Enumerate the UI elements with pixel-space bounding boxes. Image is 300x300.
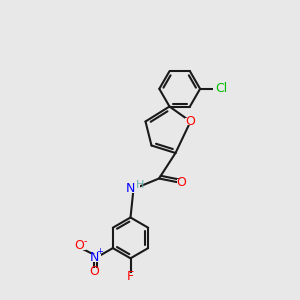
Text: N: N xyxy=(126,182,135,196)
Text: +: + xyxy=(96,247,103,256)
Text: H: H xyxy=(136,179,144,190)
FancyBboxPatch shape xyxy=(85,254,101,262)
Text: -: - xyxy=(84,236,87,246)
FancyBboxPatch shape xyxy=(185,118,196,125)
FancyBboxPatch shape xyxy=(213,85,230,93)
Text: N: N xyxy=(90,251,99,264)
Text: O: O xyxy=(186,115,195,128)
FancyBboxPatch shape xyxy=(127,185,140,193)
Text: O: O xyxy=(74,239,84,252)
Text: Cl: Cl xyxy=(215,82,227,95)
FancyBboxPatch shape xyxy=(177,179,186,187)
Text: F: F xyxy=(127,270,134,283)
FancyBboxPatch shape xyxy=(73,242,86,250)
Text: O: O xyxy=(177,176,186,190)
FancyBboxPatch shape xyxy=(126,272,135,280)
Text: O: O xyxy=(89,265,99,278)
FancyBboxPatch shape xyxy=(90,268,99,275)
